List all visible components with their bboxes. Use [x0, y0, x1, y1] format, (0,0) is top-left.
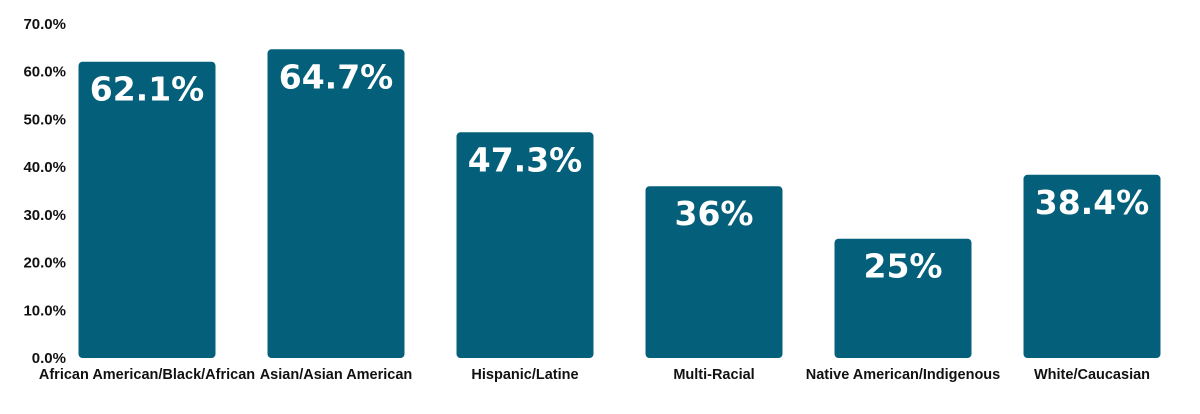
- y-tick-label: 0.0%: [32, 350, 66, 367]
- x-tick-label: Native American/Indigenous: [806, 367, 1000, 383]
- bar: [267, 49, 405, 358]
- data-label: 64.7%: [279, 57, 394, 96]
- y-tick-label: 20.0%: [23, 255, 66, 272]
- x-tick-label: White/Caucasian: [1034, 367, 1150, 383]
- bar: [834, 238, 972, 358]
- data-label: 38.4%: [1035, 183, 1150, 222]
- bar: [78, 61, 216, 359]
- x-tick-label: African American/Black/African: [39, 367, 255, 383]
- data-label: 36%: [675, 194, 754, 233]
- x-tick-label: Hispanic/Latine: [471, 367, 578, 383]
- x-tick-label: Asian/Asian American: [260, 367, 413, 383]
- y-tick-label: 50.0%: [23, 111, 66, 128]
- x-axis: African American/Black/African Asian/Asia…: [39, 367, 1150, 383]
- data-labels: 62.1% 64.7% 47.3% 36% 25% 38.4%: [90, 57, 1150, 285]
- data-label: 25%: [864, 247, 943, 286]
- y-tick-label: 40.0%: [23, 159, 66, 176]
- y-axis: 0.0% 10.0% 20.0% 30.0% 40.0% 50.0% 60.0% 70.0%: [23, 16, 66, 367]
- y-tick-label: 30.0%: [23, 207, 66, 224]
- bar: [456, 132, 594, 358]
- bar: [645, 186, 783, 358]
- x-tick-label: Multi-Racial: [673, 367, 754, 383]
- data-label: 47.3%: [468, 140, 583, 179]
- y-tick-label: 10.0%: [23, 302, 66, 319]
- bar: [1023, 174, 1161, 358]
- y-tick-label: 60.0%: [23, 64, 66, 81]
- data-label: 62.1%: [90, 70, 205, 109]
- bars: [78, 49, 1161, 359]
- y-tick-label: 70.0%: [23, 16, 66, 33]
